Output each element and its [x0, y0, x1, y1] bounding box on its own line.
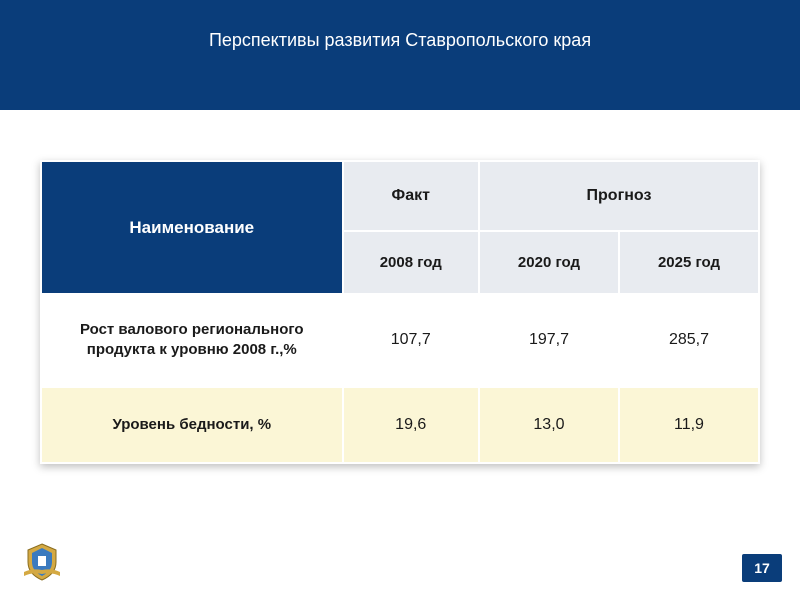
- cell-poverty-2025: 11,9: [619, 387, 759, 463]
- col-header-forecast: Прогноз: [479, 161, 759, 231]
- col-header-name: Наименование: [41, 161, 343, 294]
- slide-header: Перспективы развития Ставропольского кра…: [0, 0, 800, 110]
- table-row: Рост валового регионального продукта к у…: [41, 294, 759, 387]
- cell-grp-2020: 197,7: [479, 294, 619, 387]
- data-table: Наименование Факт Прогноз 2008 год 2020 …: [40, 160, 760, 464]
- slide-title: Перспективы развития Ставропольского кра…: [209, 30, 591, 51]
- col-year-2020: 2020 год: [479, 231, 619, 294]
- page-number: 17: [742, 554, 782, 582]
- row-label-grp: Рост валового регионального продукта к у…: [41, 294, 343, 387]
- row-label-poverty: Уровень бедности, %: [41, 387, 343, 463]
- col-year-2008: 2008 год: [343, 231, 479, 294]
- table-row: Уровень бедности, % 19,6 13,0 11,9: [41, 387, 759, 463]
- cell-grp-2025: 285,7: [619, 294, 759, 387]
- emblem-icon: [18, 542, 66, 582]
- cell-poverty-2020: 13,0: [479, 387, 619, 463]
- content-area: Наименование Факт Прогноз 2008 год 2020 …: [0, 110, 800, 464]
- cell-poverty-2008: 19,6: [343, 387, 479, 463]
- cell-grp-2008: 107,7: [343, 294, 479, 387]
- col-year-2025: 2025 год: [619, 231, 759, 294]
- col-header-fact: Факт: [343, 161, 479, 231]
